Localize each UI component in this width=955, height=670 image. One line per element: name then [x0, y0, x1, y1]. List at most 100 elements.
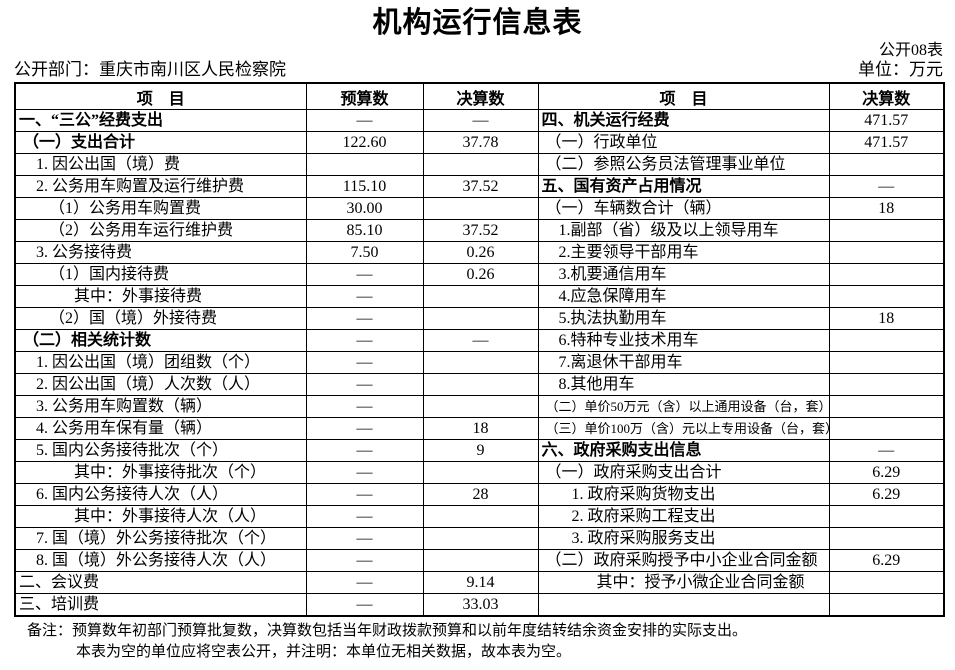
right-final-cell [828, 417, 945, 440]
right-item-cell: （一）行政单位 [537, 131, 830, 154]
left-budget-cell: 122.60 [305, 131, 424, 154]
left-final-cell: 33.03 [422, 593, 539, 617]
right-final-cell [828, 285, 945, 308]
right-item-cell: 3.机要通信用车 [537, 263, 830, 286]
left-final-cell: — [422, 329, 539, 352]
left-item-cell: 3. 公务用车购置数（辆） [14, 395, 307, 418]
right-item-cell [537, 593, 830, 617]
left-final-cell: 9.14 [422, 571, 539, 594]
left-budget-cell: — [305, 307, 424, 330]
left-budget-cell: — [305, 571, 424, 594]
table-header-row: 项 目 预算数 决算数 项 目 决算数 [14, 82, 945, 110]
right-final-cell [828, 263, 945, 286]
info-table: 项 目 预算数 决算数 项 目 决算数 一、“三公”经费支出 — — 四、机关运行经费… [14, 82, 945, 617]
left-budget-cell: 30.00 [305, 197, 424, 220]
right-item-cell: 四、机关运行经费 [537, 109, 830, 132]
table-row: 其中：外事接待人次（人） — 2. 政府采购工程支出 [14, 505, 945, 528]
left-final-cell [422, 197, 539, 220]
unit-label: 单位：万元 [858, 60, 943, 79]
right-final-cell [828, 571, 945, 594]
left-final-cell: 37.52 [422, 175, 539, 198]
left-budget-cell: 85.10 [305, 219, 424, 242]
right-item-cell: （一）政府采购支出合计 [537, 461, 830, 484]
table-row: （1）国内接待费 —0.26 3.机要通信用车 [14, 263, 945, 286]
table-row: 2. 因公出国（境）人次数（人） — 8.其他用车 [14, 373, 945, 396]
left-item-cell: 3. 公务接待费 [14, 241, 307, 264]
left-item-cell: 其中：外事接待人次（人） [14, 505, 307, 528]
right-item-cell: 六、政府采购支出信息 [537, 439, 830, 462]
table-row: 其中：外事接待费 — 4.应急保障用车 [14, 285, 945, 308]
left-budget-cell: — [305, 351, 424, 374]
right-final-cell [828, 505, 945, 528]
left-item-cell: 二、会议费 [14, 571, 307, 594]
left-item-cell: 6. 国内公务接待人次（人） [14, 483, 307, 506]
left-item-cell: （2）公务用车运行维护费 [14, 219, 307, 242]
left-item-cell: 一、“三公”经费支出 [14, 109, 307, 132]
right-item-cell: 1.副部（省）级及以上领导用车 [537, 219, 830, 242]
right-item-cell: 6.特种专业技术用车 [537, 329, 830, 352]
table-row: （一）支出合计 122.60 37.78 （一）行政单位 471.57 [14, 131, 945, 154]
col-header-budget: 预算数 [305, 82, 424, 110]
left-item-cell: （2）国（境）外接待费 [14, 307, 307, 330]
left-budget-cell: — [305, 285, 424, 308]
table-row: 4. 公务用车保有量（辆） —18 （三）单价100万（含）元以上专用设备（台，套） [14, 417, 945, 440]
left-item-cell: 其中：外事接待批次（个） [14, 461, 307, 484]
table-row: 其中：外事接待批次（个） — （一）政府采购支出合计 6.29 [14, 461, 945, 484]
left-item-cell: 4. 公务用车保有量（辆） [14, 417, 307, 440]
left-budget-cell: — [305, 461, 424, 484]
table-row: 3. 公务接待费 7.50 0.26 2.主要领导干部用车 [14, 241, 945, 264]
footnote-line-1: 备注：预算数年初部门预算批复数，决算数包括当年财政拨款预算和以前年度结转结余资金… [27, 623, 748, 639]
right-final-cell [828, 373, 945, 396]
left-budget-cell: — [305, 593, 424, 617]
left-item-cell: 2. 公务用车购置及运行维护费 [14, 175, 307, 198]
left-final-cell: 18 [422, 417, 539, 440]
right-final-cell [828, 395, 945, 418]
left-final-cell [422, 549, 539, 572]
left-budget-cell: — [305, 439, 424, 462]
left-final-cell: 37.52 [422, 219, 539, 242]
right-item-cell: 2.主要领导干部用车 [537, 241, 830, 264]
left-budget-cell: — [305, 417, 424, 440]
left-item-cell: 8. 国（境）外公务接待人次（人） [14, 549, 307, 572]
left-budget-cell: — [305, 483, 424, 506]
right-item-cell: （二）单价50万元（含）以上通用设备（台，套） [537, 395, 830, 418]
table-row: 5. 国内公务接待批次（个） —9 六、政府采购支出信息 — [14, 439, 945, 462]
col-header-final-left: 决算数 [422, 82, 539, 110]
right-final-cell [828, 593, 945, 617]
right-item-cell: （一）车辆数合计（辆） [537, 197, 830, 220]
right-final-cell [828, 351, 945, 374]
left-budget-cell: — [305, 373, 424, 396]
table-row: 2. 公务用车购置及运行维护费 115.10 37.52 五、国有资产占用情况 — [14, 175, 945, 198]
right-item-cell: 其中：授予小微企业合同金额 [537, 571, 830, 594]
col-header-item-left: 项 目 [14, 82, 307, 110]
right-final-cell: 18 [828, 197, 945, 220]
left-final-cell [422, 461, 539, 484]
left-item-cell: 5. 国内公务接待批次（个） [14, 439, 307, 462]
left-budget-cell: — [305, 395, 424, 418]
left-item-cell: 其中：外事接待费 [14, 285, 307, 308]
table-body: 一、“三公”经费支出 — — 四、机关运行经费 471.57 （一）支出合计 122.60 3… [14, 109, 945, 617]
left-item-cell: 三、培训费 [14, 593, 307, 617]
table-row: 7. 国（境）外公务接待批次（个） — 3. 政府采购服务支出 [14, 527, 945, 550]
right-item-cell: （二）参照公务员法管理事业单位 [537, 153, 830, 176]
right-item-cell: 5.执法执勤用车 [537, 307, 830, 330]
left-final-cell: 28 [422, 483, 539, 506]
table-row: 1. 因公出国（境）团组数（个） — 7.离退休干部用车 [14, 351, 945, 374]
left-budget-cell [305, 153, 424, 176]
left-item-cell: 1. 因公出国（境）团组数（个） [14, 351, 307, 374]
table-row: 3. 公务用车购置数（辆） — （二）单价50万元（含）以上通用设备（台，套） [14, 395, 945, 418]
right-final-cell [828, 527, 945, 550]
right-item-cell: 2. 政府采购工程支出 [537, 505, 830, 528]
left-final-cell [422, 527, 539, 550]
right-final-cell: — [828, 175, 945, 198]
right-item-cell: 五、国有资产占用情况 [537, 175, 830, 198]
table-row: 6. 国内公务接待人次（人） —28 1. 政府采购货物支出 6.29 [14, 483, 945, 506]
left-final-cell: 0.26 [422, 241, 539, 264]
table-row: （1）公务用车购置费 30.00 （一）车辆数合计（辆） 18 [14, 197, 945, 220]
right-item-cell: （三）单价100万（含）元以上专用设备（台，套） [537, 417, 830, 440]
left-item-cell: 7. 国（境）外公务接待批次（个） [14, 527, 307, 550]
right-item-cell: （二）政府采购授予中小企业合同金额 [537, 549, 830, 572]
left-final-cell [422, 285, 539, 308]
left-item-cell: 2. 因公出国（境）人次数（人） [14, 373, 307, 396]
left-budget-cell: 7.50 [305, 241, 424, 264]
